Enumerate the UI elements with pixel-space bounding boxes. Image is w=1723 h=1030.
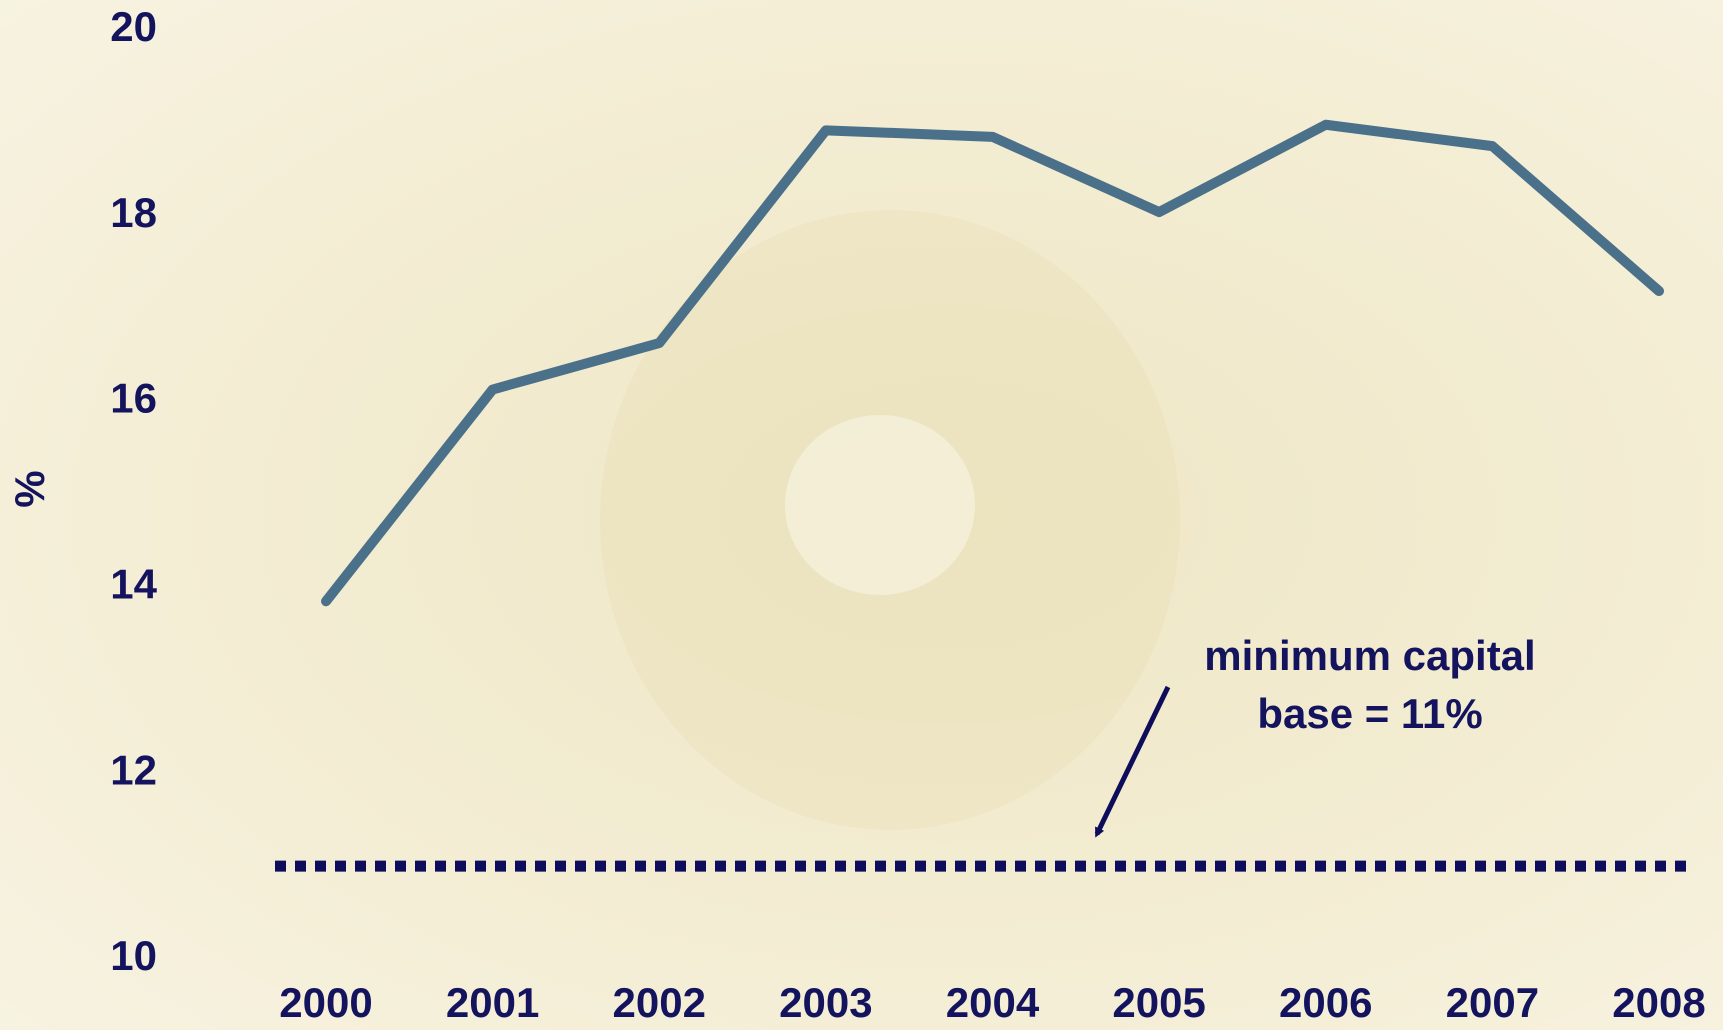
x-tick-label: 2005: [1112, 979, 1205, 1026]
y-tick-label: 16: [110, 375, 157, 422]
y-tick-label: 10: [110, 932, 157, 979]
y-tick-label: 12: [110, 746, 157, 793]
y-axis-label: %: [6, 470, 53, 507]
background-emblem-center: [785, 415, 975, 595]
x-tick-label: 2000: [279, 979, 372, 1026]
x-tick-label: 2004: [946, 979, 1040, 1026]
x-tick-label: 2002: [613, 979, 706, 1026]
x-tick-label: 2001: [446, 979, 539, 1026]
data-line: [321, 119, 1664, 607]
y-tick-label: 18: [110, 189, 157, 236]
y-tick-label: 14: [110, 560, 157, 607]
x-tick-label: 2008: [1612, 979, 1705, 1026]
annotation: minimum capital: [1204, 632, 1535, 679]
x-tick-label: 2006: [1279, 979, 1372, 1026]
x-tick-label: 2003: [779, 979, 872, 1026]
annotation: base = 11%: [1257, 690, 1482, 737]
y-tick-label: 20: [110, 3, 157, 50]
x-tick-label: 2007: [1446, 979, 1539, 1026]
annotation-arrow: [1094, 685, 1171, 838]
